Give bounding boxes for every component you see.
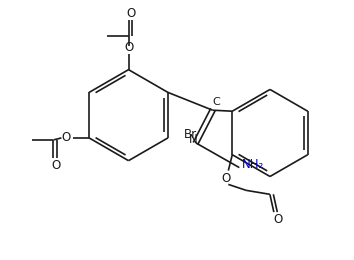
- Text: O: O: [273, 212, 282, 225]
- Text: Br: Br: [184, 128, 198, 141]
- Text: N: N: [188, 133, 197, 146]
- Text: O: O: [52, 159, 61, 172]
- Text: O: O: [127, 7, 136, 20]
- Text: NH₂: NH₂: [242, 158, 264, 171]
- Text: O: O: [222, 172, 231, 185]
- Text: O: O: [124, 41, 133, 54]
- Text: C: C: [213, 97, 221, 107]
- Text: O: O: [62, 131, 71, 144]
